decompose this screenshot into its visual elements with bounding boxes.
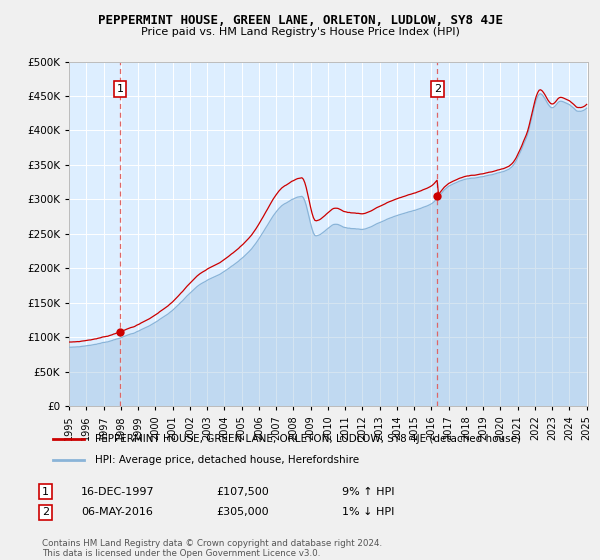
Text: 1% ↓ HPI: 1% ↓ HPI bbox=[342, 507, 394, 517]
Text: This data is licensed under the Open Government Licence v3.0.: This data is licensed under the Open Gov… bbox=[42, 549, 320, 558]
Text: £305,000: £305,000 bbox=[216, 507, 269, 517]
Text: 1: 1 bbox=[42, 487, 49, 497]
Text: 2: 2 bbox=[42, 507, 49, 517]
Text: 9% ↑ HPI: 9% ↑ HPI bbox=[342, 487, 395, 497]
Text: Price paid vs. HM Land Registry's House Price Index (HPI): Price paid vs. HM Land Registry's House … bbox=[140, 27, 460, 37]
Text: 06-MAY-2016: 06-MAY-2016 bbox=[81, 507, 153, 517]
Text: 1: 1 bbox=[116, 84, 124, 94]
Text: Contains HM Land Registry data © Crown copyright and database right 2024.: Contains HM Land Registry data © Crown c… bbox=[42, 539, 382, 548]
Text: £107,500: £107,500 bbox=[216, 487, 269, 497]
Text: 2: 2 bbox=[434, 84, 441, 94]
Text: HPI: Average price, detached house, Herefordshire: HPI: Average price, detached house, Here… bbox=[95, 455, 359, 465]
Text: 16-DEC-1997: 16-DEC-1997 bbox=[81, 487, 155, 497]
Text: PEPPERMINT HOUSE, GREEN LANE, ORLETON, LUDLOW, SY8 4JE (detached house): PEPPERMINT HOUSE, GREEN LANE, ORLETON, L… bbox=[95, 434, 521, 444]
Text: PEPPERMINT HOUSE, GREEN LANE, ORLETON, LUDLOW, SY8 4JE: PEPPERMINT HOUSE, GREEN LANE, ORLETON, L… bbox=[97, 14, 503, 27]
